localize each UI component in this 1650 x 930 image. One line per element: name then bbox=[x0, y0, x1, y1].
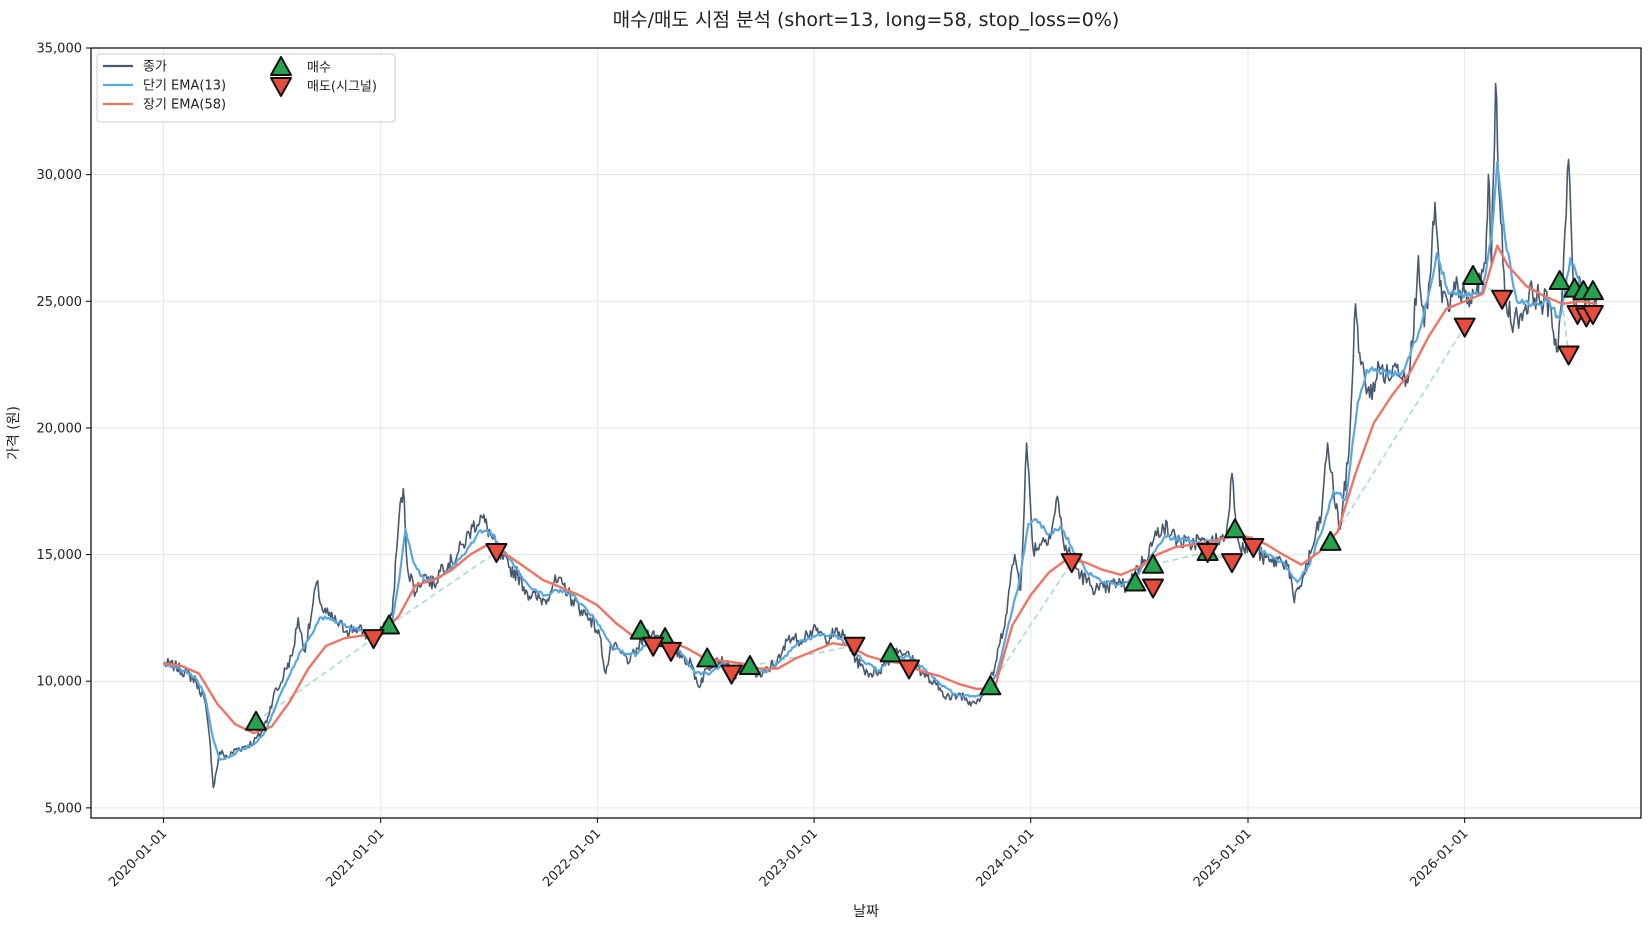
buy-marker bbox=[1461, 264, 1484, 285]
y-axis-ticks: 5,000 10,000 15,000 20,000 25,000 30,000 35,00… bbox=[37, 42, 91, 816]
sell-marker bbox=[1220, 553, 1243, 574]
plot-frame bbox=[90, 47, 1642, 819]
y-tick-label: 10,000 bbox=[37, 675, 83, 690]
x-tick-label: 2025-01-01 bbox=[1191, 826, 1255, 890]
sell-marker bbox=[362, 629, 385, 650]
x-tick-label: 2020-01-01 bbox=[106, 826, 170, 890]
sell-marker bbox=[1196, 543, 1219, 564]
buy-marker bbox=[696, 647, 719, 668]
trade-connector bbox=[1558, 280, 1570, 355]
x-tick-label: 2022-01-01 bbox=[540, 826, 604, 890]
buy-marker bbox=[738, 655, 761, 676]
y-tick-label: 30,000 bbox=[37, 168, 83, 183]
sell-marker bbox=[1581, 304, 1604, 325]
legend-sell-swatch bbox=[270, 77, 292, 97]
sell-marker bbox=[1557, 345, 1580, 366]
buy-marker bbox=[1319, 530, 1342, 551]
sell-marker bbox=[843, 636, 866, 657]
x-tick-label: 2023-01-01 bbox=[757, 826, 821, 890]
legend-label: 단기 EMA(13) bbox=[143, 79, 226, 94]
close-price-line bbox=[162, 82, 1598, 789]
trade-connector bbox=[989, 561, 1073, 687]
trade-connectors bbox=[255, 275, 1588, 723]
buy-marker bbox=[1142, 553, 1165, 574]
buy-marker bbox=[1548, 270, 1571, 291]
sell-marker bbox=[898, 659, 921, 680]
sell-marker bbox=[720, 664, 743, 685]
sell-marker bbox=[1453, 317, 1476, 338]
x-tick-label: 2021-01-01 bbox=[323, 826, 387, 890]
y-tick-label: 20,000 bbox=[37, 421, 83, 436]
legend-box bbox=[96, 53, 396, 123]
x-tick-label: 2026-01-01 bbox=[1407, 826, 1471, 890]
x-tick-label: 2024-01-01 bbox=[974, 826, 1038, 890]
y-axis-label: 가격 (원) bbox=[6, 406, 22, 460]
legend-label: 매도(시그널) bbox=[307, 80, 377, 95]
grid-lines bbox=[91, 47, 1641, 818]
chart-title: 매수/매도 시점 분석 (short=13, long=58, stop_los… bbox=[613, 9, 1120, 31]
x-axis-label: 날짜 bbox=[853, 904, 879, 920]
buy-marker bbox=[979, 675, 1002, 696]
buy-marker bbox=[879, 642, 902, 663]
buy-marker bbox=[245, 710, 268, 731]
series-lines bbox=[162, 82, 1599, 789]
x-axis-ticks: 2020-01-01 2021-01-01 2022-01-01 2023-01-01… bbox=[106, 818, 1472, 890]
buy-marker bbox=[1223, 518, 1246, 539]
sell-marker bbox=[1242, 537, 1265, 558]
legend-label: 종가 bbox=[143, 60, 167, 75]
buy-marker bbox=[1581, 280, 1604, 301]
trade-connector bbox=[1329, 326, 1466, 543]
buy-marker bbox=[629, 619, 652, 640]
legend-label: 매수 bbox=[307, 61, 331, 76]
signal-markers bbox=[245, 264, 1604, 731]
sell-marker bbox=[642, 636, 665, 657]
y-tick-label: 15,000 bbox=[37, 548, 83, 563]
sell-marker bbox=[1491, 289, 1514, 310]
long-ema-line bbox=[163, 244, 1598, 735]
y-tick-label: 25,000 bbox=[37, 295, 83, 310]
y-tick-label: 5,000 bbox=[45, 801, 82, 816]
sell-marker bbox=[659, 641, 682, 662]
short-ema-line bbox=[163, 160, 1599, 761]
legend-label: 장기 EMA(58) bbox=[143, 98, 226, 113]
trade-connector bbox=[388, 551, 497, 627]
sell-marker bbox=[1142, 578, 1165, 599]
legend-buy-swatch bbox=[270, 56, 292, 76]
buy-marker bbox=[378, 614, 401, 635]
buy-marker bbox=[1124, 571, 1147, 592]
sell-marker bbox=[1060, 553, 1083, 574]
y-tick-label: 35,000 bbox=[37, 42, 83, 57]
sell-marker bbox=[485, 543, 508, 564]
